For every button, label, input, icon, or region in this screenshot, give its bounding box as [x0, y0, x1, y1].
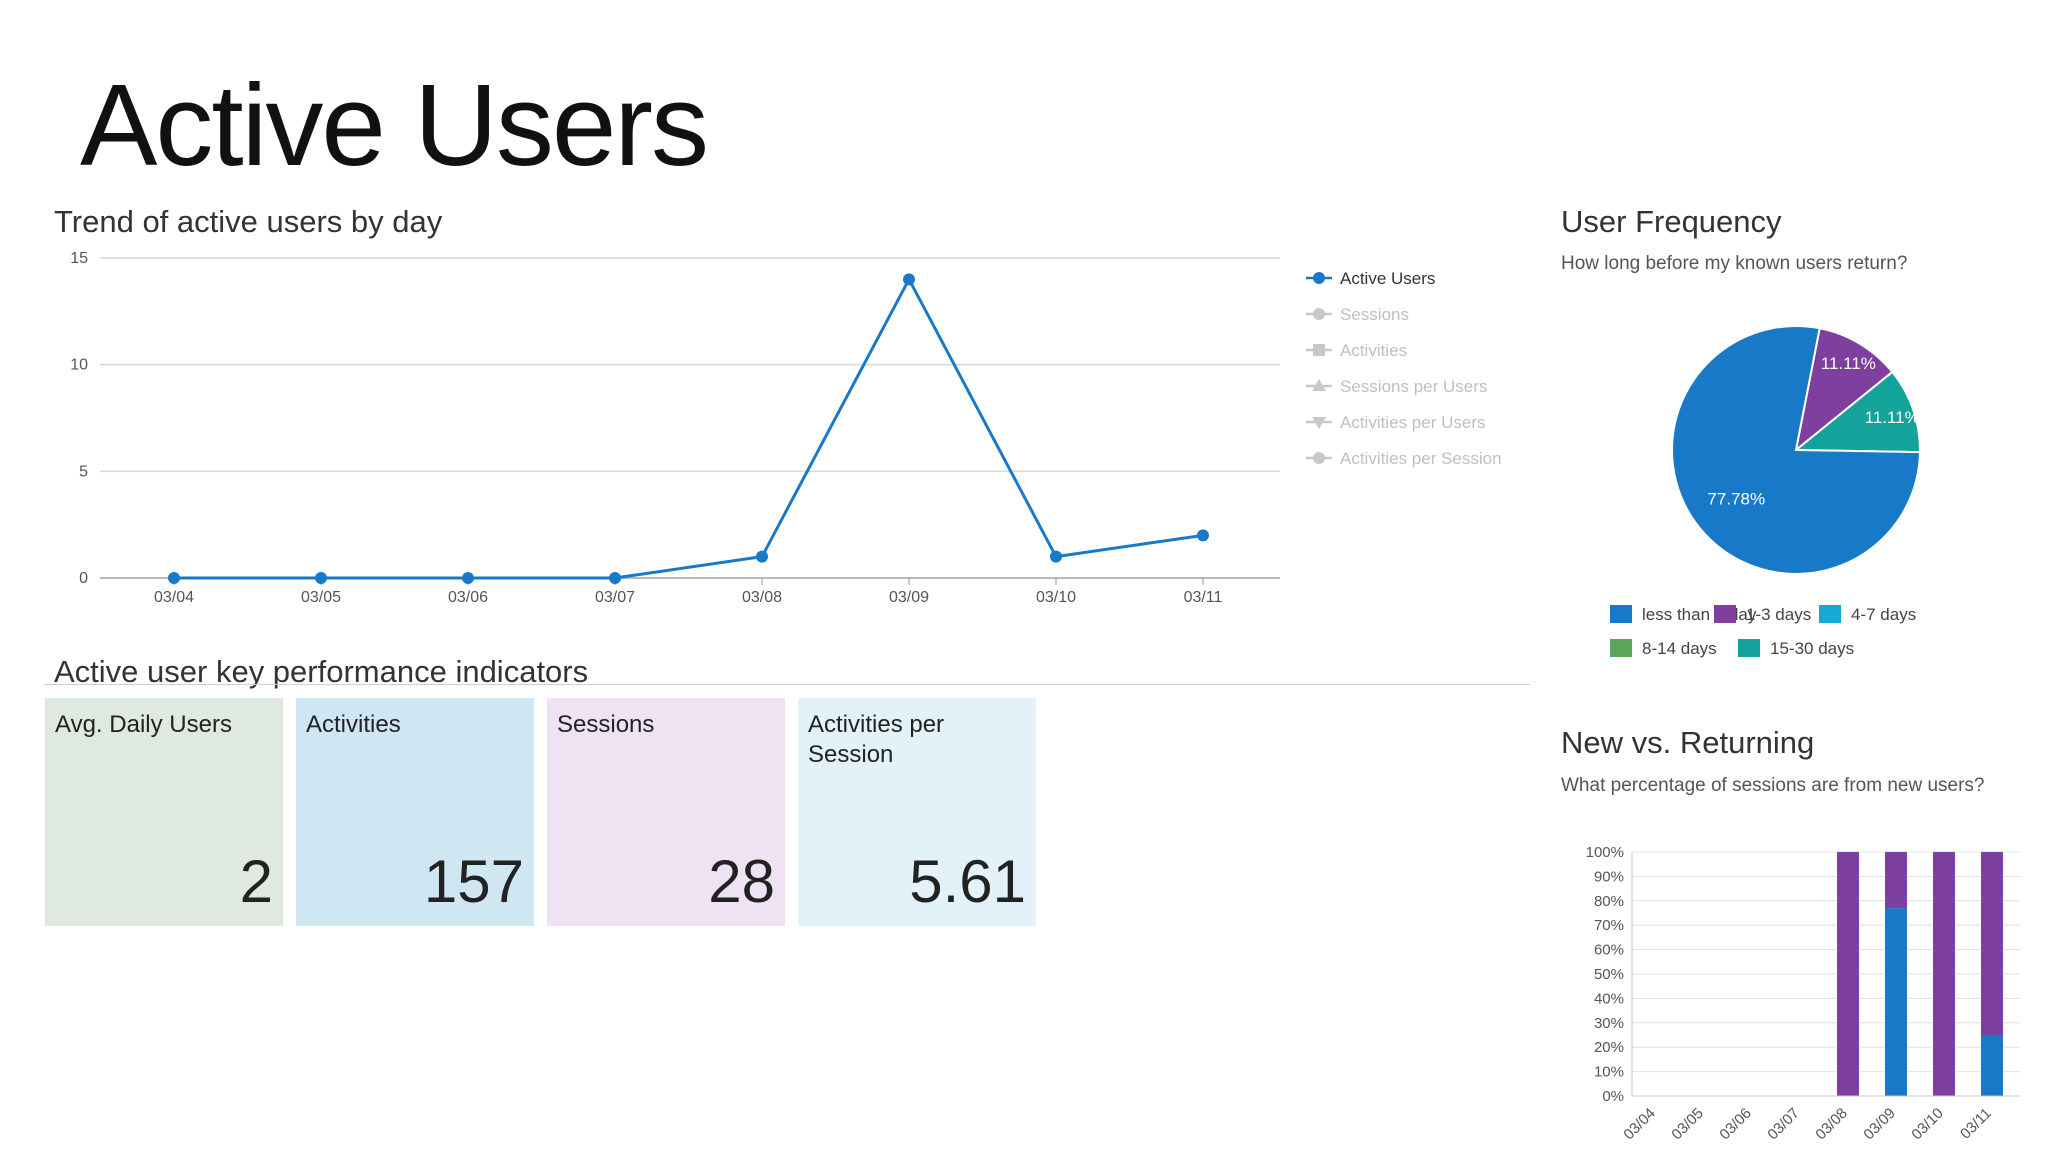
- kpi-tile-activities: Activities 157: [296, 698, 534, 926]
- kpi-value: 5.61: [909, 848, 1026, 915]
- legend-label: Sessions: [1340, 305, 1409, 324]
- kpi-label: Sessions: [557, 711, 655, 738]
- kpi-value: 157: [423, 848, 524, 915]
- y-tick-label: 80%: [1594, 893, 1624, 910]
- x-tick-label: 03/08: [1812, 1105, 1851, 1144]
- x-tick-label: 03/05: [301, 589, 341, 606]
- trend-chart-title: Trend of active users by day: [54, 204, 443, 239]
- bar-segment: [1981, 1035, 2003, 1096]
- y-tick-label: 40%: [1594, 990, 1624, 1007]
- pie-data-label: 11.11%: [1821, 354, 1876, 373]
- pie-slice-0: [1671, 325, 1922, 575]
- legend-label: 8-14 days: [1642, 639, 1717, 658]
- series-line-active-users: [174, 276, 1204, 580]
- frequency-subtitle: How long before my known users return?: [1561, 253, 1908, 274]
- y-tick-label: 50%: [1594, 966, 1624, 983]
- x-tick-label: 03/11: [1184, 589, 1223, 606]
- page-title: Active Users: [80, 60, 709, 190]
- data-point: [168, 572, 180, 584]
- legend-marker: [1312, 417, 1326, 429]
- data-point: [1197, 529, 1209, 542]
- x-tick-label: 03/05: [1668, 1105, 1707, 1144]
- new-vs-returning-subtitle: What percentage of sessions are from new…: [1561, 775, 1985, 796]
- kpi-label: Activities: [306, 711, 401, 738]
- x-tick-label: 03/09: [889, 589, 929, 606]
- legend-label: 15-30 days: [1770, 639, 1854, 658]
- y-tick-label: 70%: [1594, 917, 1624, 934]
- pie-data-label: 77.78%: [1707, 489, 1765, 508]
- kpi-label: Activities per Session: [808, 711, 945, 768]
- frequency-title: User Frequency: [1561, 204, 1782, 239]
- legend-label: Activities: [1340, 341, 1407, 360]
- legend-marker: [1313, 344, 1325, 356]
- legend-marker: [1313, 272, 1325, 284]
- x-tick-label: 03/07: [1764, 1105, 1803, 1144]
- y-tick-label: 100%: [1586, 844, 1624, 861]
- new-vs-returning-bar-chart: 0%10%20%30%40%50%60%70%80%90%100%03/04 03…: [1586, 844, 2020, 1144]
- legend-swatch: [1738, 639, 1760, 657]
- kpi-tile-sessions: Sessions 28: [547, 698, 785, 926]
- legend-label: Activities per Users: [1340, 413, 1485, 432]
- x-tick-label: 03/10: [1908, 1105, 1947, 1144]
- data-point: [756, 550, 768, 563]
- kpi-divider: [44, 684, 1530, 685]
- kpi-tile-avg-daily-users: Avg. Daily Users 2: [45, 698, 283, 926]
- pie-slice-4: [1793, 370, 1921, 454]
- bar-segment: [1981, 852, 2003, 1035]
- x-tick-label: 03/06: [448, 589, 488, 606]
- legend-label: Active Users: [1340, 269, 1435, 288]
- data-point: [903, 273, 915, 286]
- pie-slice-1: [1794, 327, 1894, 453]
- legend-label: 1-3 days: [1746, 605, 1811, 624]
- y-tick-label: 0%: [1602, 1088, 1624, 1105]
- trend-line-chart: 0 5 10 15 03/04 03/05 03/06 03/07 03/08 03/09 03/1…: [70, 250, 1502, 606]
- legend-marker: [1313, 308, 1325, 320]
- x-tick-label: 03/04: [154, 589, 194, 606]
- data-point: [315, 572, 327, 584]
- data-point: [462, 572, 474, 584]
- x-tick-label: 03/09: [1860, 1105, 1899, 1144]
- x-tick-label: 03/07: [595, 589, 635, 606]
- legend-swatch: [1610, 605, 1632, 623]
- kpi-tile-activities-per-session: Activities per Session 5.61: [798, 698, 1036, 926]
- legend-marker: [1313, 452, 1325, 464]
- x-tick-label: 03/11: [1957, 1105, 1995, 1143]
- bar-segment: [1885, 908, 1907, 1096]
- x-tick-label: 03/10: [1036, 589, 1076, 606]
- legend-swatch: [1610, 639, 1632, 657]
- kpi-value: 2: [239, 848, 273, 915]
- y-tick-label: 0: [79, 570, 88, 587]
- kpi-value: 28: [708, 848, 775, 915]
- bar-segment: [1885, 852, 1907, 909]
- pie-data-label: 11.11%: [1865, 408, 1920, 427]
- x-tick-label: 03/04: [1620, 1105, 1659, 1144]
- kpi-section-title: Active user key performance indicators: [54, 654, 589, 689]
- legend-swatch: [1714, 605, 1736, 623]
- y-tick-label: 10: [70, 357, 88, 374]
- y-tick-label: 10%: [1594, 1064, 1624, 1081]
- data-point: [1050, 550, 1062, 563]
- legend-label: Activities per Session: [1340, 449, 1502, 468]
- y-tick-label: 20%: [1594, 1039, 1624, 1056]
- y-tick-label: 15: [70, 250, 88, 267]
- legend-marker: [1312, 379, 1326, 391]
- bar-segment: [1933, 852, 1955, 1096]
- legend-label: Sessions per Users: [1340, 377, 1487, 396]
- y-tick-label: 5: [79, 463, 88, 480]
- kpi-label: Avg. Daily Users: [55, 711, 232, 738]
- y-tick-label: 30%: [1594, 1015, 1624, 1032]
- legend-swatch: [1819, 605, 1841, 623]
- x-tick-label: 03/08: [742, 589, 782, 606]
- legend-label: less than 1 day: [1642, 605, 1757, 624]
- new-vs-returning-title: New vs. Returning: [1561, 725, 1815, 760]
- y-tick-label: 90%: [1594, 868, 1624, 885]
- data-point: [609, 572, 621, 584]
- legend-label: 4-7 days: [1851, 605, 1916, 624]
- y-tick-label: 60%: [1594, 942, 1624, 959]
- x-tick-label: 03/06: [1716, 1105, 1755, 1144]
- bar-segment: [1837, 852, 1859, 1096]
